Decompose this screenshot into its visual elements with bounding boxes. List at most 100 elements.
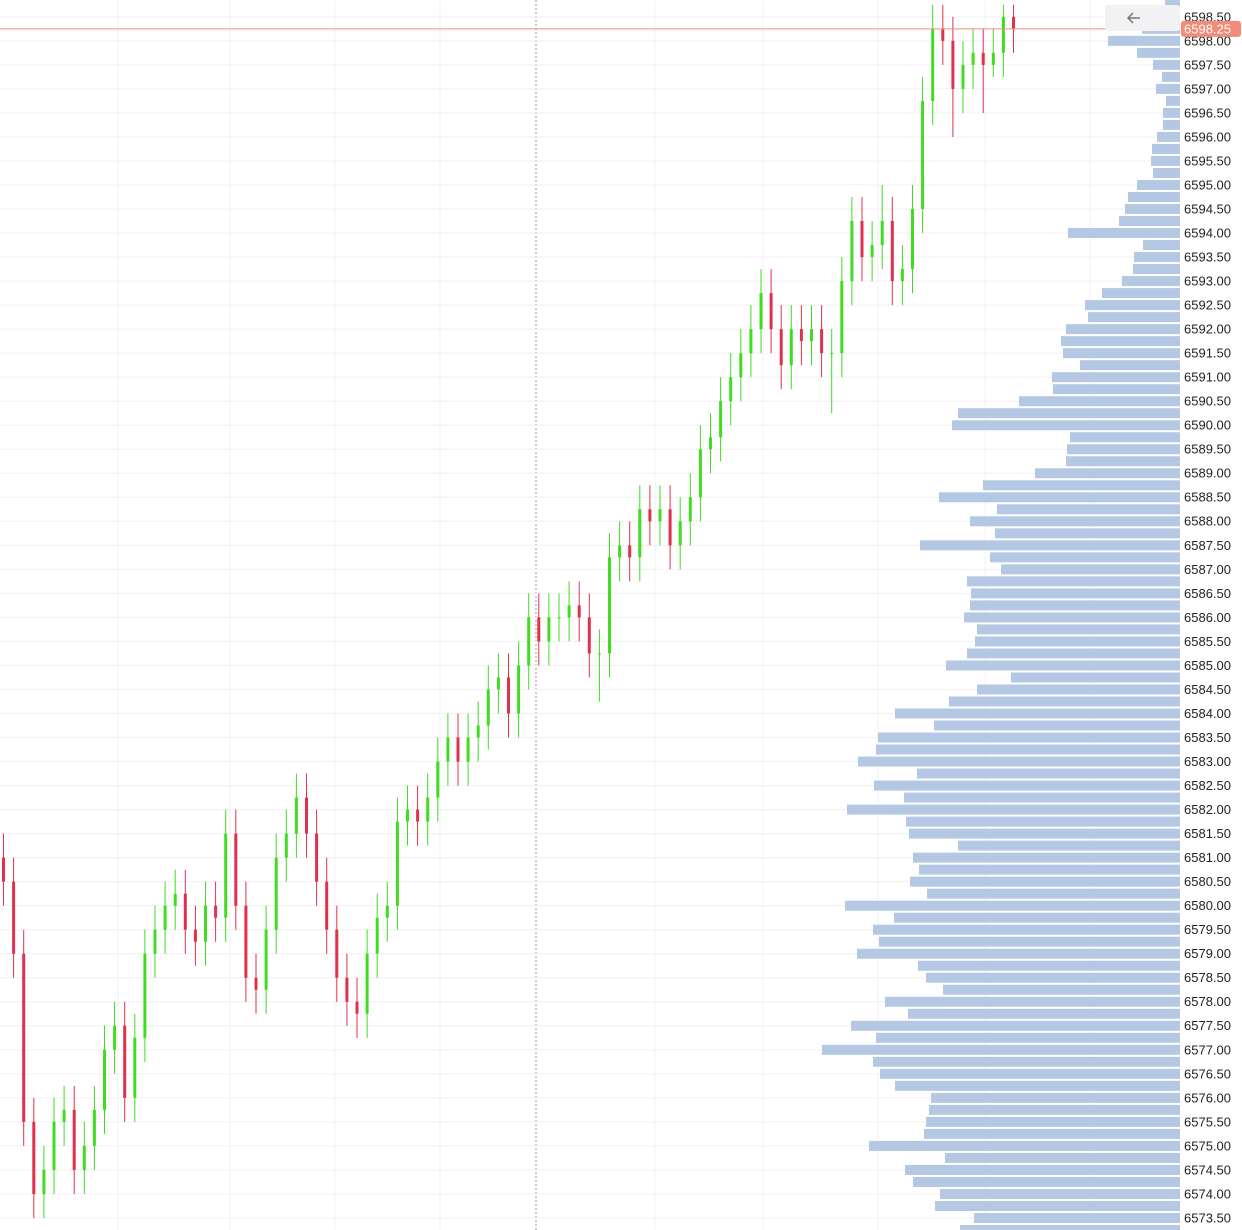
candle-body: [335, 929, 339, 978]
candle-body: [123, 1025, 127, 1098]
profile-bar: [1119, 216, 1180, 227]
profile-bar: [1019, 396, 1180, 407]
candle-body: [486, 689, 490, 726]
candle-body: [608, 557, 611, 654]
profile-bar: [908, 1008, 1180, 1019]
candles: [2, 4, 1015, 1218]
candle-body: [274, 857, 278, 930]
profile-bar: [934, 720, 1180, 731]
y-tick-label: 6580.50: [1184, 874, 1231, 889]
y-tick-label: 6595.00: [1184, 177, 1231, 192]
profile-bar: [1153, 59, 1180, 70]
candle-body: [224, 833, 228, 918]
profile-bar: [940, 1188, 1180, 1199]
candle-body: [880, 221, 884, 246]
profile-bar: [1070, 432, 1180, 443]
candle-body: [840, 281, 844, 354]
profile-bar: [845, 900, 1180, 911]
candle-body: [739, 353, 743, 378]
candle-body: [173, 893, 177, 906]
profile-bar: [1134, 252, 1180, 263]
candle-body: [12, 881, 16, 954]
profile-bar: [1133, 264, 1180, 275]
profile-bar: [1156, 83, 1180, 94]
profile-bar: [997, 504, 1180, 515]
candle-body: [820, 329, 824, 354]
candle-body: [163, 905, 167, 930]
profile-bar: [1011, 672, 1180, 683]
profile-bar: [851, 1020, 1180, 1031]
candle-body: [597, 653, 601, 655]
y-tick-label: 6587.00: [1184, 562, 1231, 577]
profile-bar: [1001, 564, 1180, 575]
profile-bar: [1153, 167, 1180, 178]
candle-body: [32, 1121, 36, 1194]
profile-bar: [995, 528, 1180, 539]
y-tick-label: 6579.50: [1184, 922, 1231, 937]
profile-bar: [1137, 179, 1180, 190]
profile-bar: [905, 1164, 1180, 1175]
profile-bar: [1151, 155, 1180, 166]
profile-bar: [946, 660, 1180, 671]
profile-bar: [857, 948, 1180, 959]
candle-body: [577, 605, 581, 618]
candle-body: [799, 329, 803, 342]
profile-bar: [920, 540, 1180, 551]
profile-bar: [1052, 372, 1180, 383]
y-tick-label: 6592.50: [1184, 298, 1231, 313]
y-tick-label: 6589.00: [1184, 466, 1231, 481]
profile-bar: [1163, 107, 1180, 118]
back-arrow-icon[interactable]: [1126, 12, 1140, 24]
candle-body: [204, 905, 207, 942]
candle-body: [507, 677, 510, 714]
profile-bar: [1085, 300, 1180, 311]
profile-bar: [919, 864, 1180, 875]
y-tick-label: 6579.00: [1184, 946, 1231, 961]
profile-bar: [879, 936, 1180, 947]
profile-bar: [876, 744, 1180, 755]
candle-body: [1012, 16, 1015, 29]
profile-bar: [1066, 324, 1180, 335]
y-tick-label: 6596.00: [1184, 129, 1231, 144]
profile-bar: [977, 684, 1180, 695]
y-tick-label: 6576.00: [1184, 1090, 1231, 1105]
y-tick-label: 6585.00: [1184, 658, 1231, 673]
candle-body: [82, 1145, 86, 1170]
candle-body: [345, 977, 349, 1002]
y-tick-label: 6593.50: [1184, 249, 1231, 264]
candle-body: [62, 1109, 66, 1122]
profile-bar: [939, 492, 1180, 503]
back-button[interactable]: [1105, 5, 1180, 31]
profile-bar: [929, 1104, 1180, 1115]
profile-bar: [1137, 47, 1180, 58]
candle-body: [678, 521, 682, 546]
candle-body: [547, 617, 551, 642]
candle-body: [961, 64, 965, 89]
profile-bar: [913, 1176, 1180, 1187]
y-tick-label: 6577.00: [1184, 1042, 1231, 1057]
y-tick-label: 6583.50: [1184, 730, 1231, 745]
candle-body: [2, 857, 5, 882]
profile-bar: [1143, 240, 1180, 251]
y-tick-label: 6591.50: [1184, 346, 1231, 361]
profile-bar: [1066, 456, 1180, 467]
candle-body: [911, 209, 914, 270]
y-tick-label: 6598.00: [1184, 33, 1231, 48]
candle-body: [729, 377, 733, 402]
candle-body: [759, 293, 763, 330]
candle-body: [153, 929, 157, 954]
back-button-bg[interactable]: [1105, 5, 1180, 31]
profile-bar: [975, 636, 1180, 647]
profile-bar: [1108, 35, 1180, 46]
profile-bar: [970, 600, 1180, 611]
candle-body: [719, 401, 723, 438]
y-tick-label: 6585.50: [1184, 634, 1231, 649]
y-tick-label: 6578.00: [1184, 994, 1231, 1009]
candle-body: [890, 221, 894, 282]
profile-bar: [931, 1092, 1180, 1103]
y-tick-label: 6584.00: [1184, 706, 1231, 721]
profile-bar: [1165, 0, 1180, 10]
profile-bar: [869, 1140, 1180, 1151]
y-tick-label: 6587.50: [1184, 538, 1231, 553]
profile-bar: [885, 996, 1180, 1007]
